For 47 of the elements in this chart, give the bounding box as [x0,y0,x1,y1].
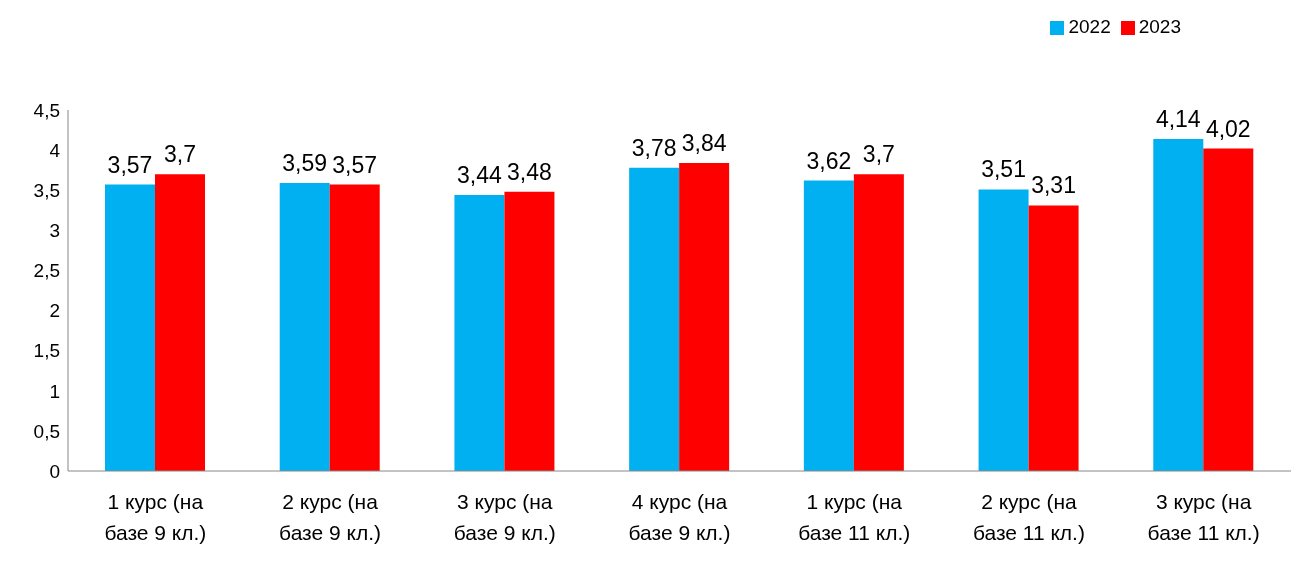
data-label: 3,62 [806,147,852,174]
x-tick-label: 3 курс (на базе 11 кл.) [1147,490,1260,544]
data-label: 3,44 [457,162,503,189]
y-tick-label: 3,5 [33,179,60,201]
x-tick-label: 2 курс (на базе 9 кл.) [279,490,382,544]
y-tick-label: 0 [49,460,60,482]
y-tick-label: 1,5 [33,340,60,362]
x-tick-label: 4 курс (на базе 9 кл.) [628,490,731,544]
bar [504,191,555,471]
data-label: 3,78 [631,134,677,161]
data-label: 3,7 [862,141,895,168]
legend-label: 2022 [1068,16,1111,37]
y-tick-label: 3 [49,220,60,242]
y-tick-label: 4 [49,139,61,161]
x-tick-label: 3 курс (на базе 9 кл.) [453,490,556,544]
bar [629,167,680,471]
data-label: 3,7 [164,141,196,168]
bar [329,184,380,471]
data-label: 3,57 [107,151,153,178]
bar [454,195,505,471]
y-tick-label: 1 [49,380,60,402]
bar [1153,138,1204,471]
data-label: 4,02 [1205,115,1251,142]
bar [679,162,730,471]
data-label: 3,31 [1031,172,1076,199]
legend-label: 2023 [1138,16,1181,37]
data-label: 3,51 [981,156,1026,183]
bar [978,189,1029,471]
bar [1028,205,1079,471]
data-label: 3,48 [507,158,552,185]
y-tick-label: 2 [49,300,60,322]
data-label: 3,59 [282,150,328,176]
x-tick-label: 1 курс (на базе 9 кл.) [104,490,207,544]
y-tick-label: 4,5 [33,99,60,121]
x-tick-label: 1 курс (на базе 11 кл.) [798,490,911,544]
x-tick-label: 2 курс (на базе 11 кл.) [972,490,1085,544]
bar [1203,148,1254,471]
y-tick-label: 0,5 [33,420,60,442]
bar [853,174,904,471]
data-label: 3,84 [681,129,727,156]
bar [105,184,155,471]
bar [155,174,205,471]
data-label: 4,14 [1155,105,1201,132]
bar [803,180,854,471]
y-tick-label: 2,5 [33,260,60,282]
bar [279,183,330,471]
data-label: 3,57 [332,151,378,178]
